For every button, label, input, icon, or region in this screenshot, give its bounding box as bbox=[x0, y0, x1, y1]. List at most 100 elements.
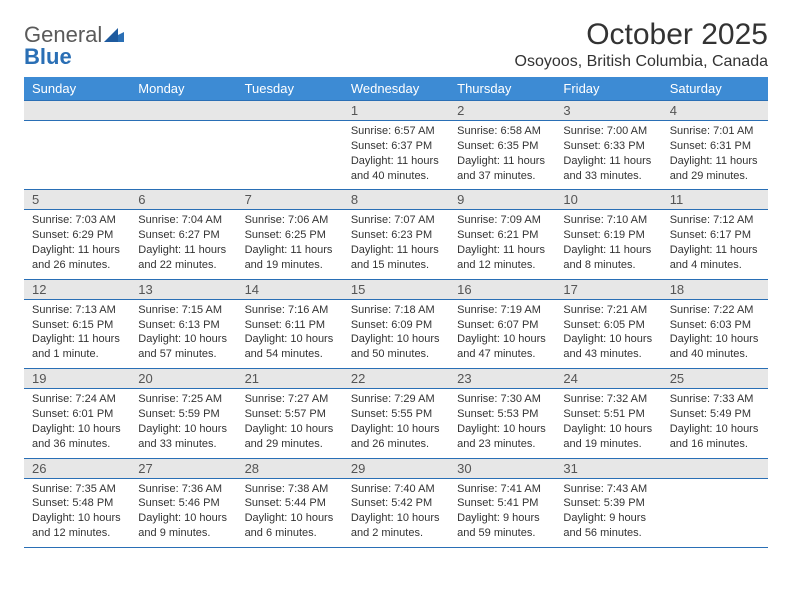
details-row: Sunrise: 7:13 AMSunset: 6:15 PMDaylight:… bbox=[24, 299, 768, 368]
sunset-text: Sunset: 5:48 PM bbox=[32, 496, 122, 511]
day-cell: Sunrise: 7:04 AMSunset: 6:27 PMDaylight:… bbox=[130, 210, 236, 279]
sunset-text: Sunset: 5:46 PM bbox=[138, 496, 228, 511]
day-number: 25 bbox=[662, 369, 768, 389]
day-number: 28 bbox=[237, 458, 343, 478]
sunset-text: Sunset: 6:05 PM bbox=[563, 318, 653, 333]
logo: General Blue bbox=[24, 18, 124, 68]
details-row: Sunrise: 6:57 AMSunset: 6:37 PMDaylight:… bbox=[24, 121, 768, 190]
day-number: 19 bbox=[24, 369, 130, 389]
day-header: Wednesday bbox=[343, 77, 449, 101]
day-number: 1 bbox=[343, 101, 449, 121]
day-number: 15 bbox=[343, 279, 449, 299]
day-number: 17 bbox=[555, 279, 661, 299]
sunrise-text: Sunrise: 7:27 AM bbox=[245, 392, 335, 407]
sunrise-text: Sunrise: 7:35 AM bbox=[32, 482, 122, 497]
logo-text-blue: Blue bbox=[24, 44, 72, 69]
sunrise-text: Sunrise: 7:01 AM bbox=[670, 124, 760, 139]
day-cell: Sunrise: 7:22 AMSunset: 6:03 PMDaylight:… bbox=[662, 299, 768, 368]
day-cell: Sunrise: 6:58 AMSunset: 6:35 PMDaylight:… bbox=[449, 121, 555, 190]
sunset-text: Sunset: 6:33 PM bbox=[563, 139, 653, 154]
day-number: 11 bbox=[662, 190, 768, 210]
daynum-row: 567891011 bbox=[24, 190, 768, 210]
sunrise-text: Sunrise: 7:43 AM bbox=[563, 482, 653, 497]
sunset-text: Sunset: 5:39 PM bbox=[563, 496, 653, 511]
day-header-row: Sunday Monday Tuesday Wednesday Thursday… bbox=[24, 77, 768, 101]
day-number bbox=[237, 101, 343, 121]
day-cell: Sunrise: 6:57 AMSunset: 6:37 PMDaylight:… bbox=[343, 121, 449, 190]
daylight-text: Daylight: 11 hours and 1 minute. bbox=[32, 332, 122, 362]
sunset-text: Sunset: 6:37 PM bbox=[351, 139, 441, 154]
daylight-text: Daylight: 10 hours and 6 minutes. bbox=[245, 511, 335, 541]
sunrise-text: Sunrise: 7:32 AM bbox=[563, 392, 653, 407]
sunrise-text: Sunrise: 7:33 AM bbox=[670, 392, 760, 407]
sunrise-text: Sunrise: 7:00 AM bbox=[563, 124, 653, 139]
daylight-text: Daylight: 11 hours and 12 minutes. bbox=[457, 243, 547, 273]
daylight-text: Daylight: 10 hours and 33 minutes. bbox=[138, 422, 228, 452]
daylight-text: Daylight: 11 hours and 19 minutes. bbox=[245, 243, 335, 273]
daylight-text: Daylight: 10 hours and 57 minutes. bbox=[138, 332, 228, 362]
day-cell: Sunrise: 7:18 AMSunset: 6:09 PMDaylight:… bbox=[343, 299, 449, 368]
sunset-text: Sunset: 5:42 PM bbox=[351, 496, 441, 511]
daylight-text: Daylight: 11 hours and 8 minutes. bbox=[563, 243, 653, 273]
sunset-text: Sunset: 5:51 PM bbox=[563, 407, 653, 422]
day-cell: Sunrise: 7:13 AMSunset: 6:15 PMDaylight:… bbox=[24, 299, 130, 368]
sunset-text: Sunset: 5:44 PM bbox=[245, 496, 335, 511]
sunset-text: Sunset: 6:03 PM bbox=[670, 318, 760, 333]
day-number bbox=[24, 101, 130, 121]
daylight-text: Daylight: 10 hours and 36 minutes. bbox=[32, 422, 122, 452]
day-cell: Sunrise: 7:29 AMSunset: 5:55 PMDaylight:… bbox=[343, 389, 449, 458]
daylight-text: Daylight: 9 hours and 59 minutes. bbox=[457, 511, 547, 541]
day-cell: Sunrise: 7:21 AMSunset: 6:05 PMDaylight:… bbox=[555, 299, 661, 368]
day-cell: Sunrise: 7:33 AMSunset: 5:49 PMDaylight:… bbox=[662, 389, 768, 458]
sunrise-text: Sunrise: 7:16 AM bbox=[245, 303, 335, 318]
day-number: 23 bbox=[449, 369, 555, 389]
daynum-row: 262728293031 bbox=[24, 458, 768, 478]
daylight-text: Daylight: 11 hours and 15 minutes. bbox=[351, 243, 441, 273]
day-number: 20 bbox=[130, 369, 236, 389]
day-header: Tuesday bbox=[237, 77, 343, 101]
daylight-text: Daylight: 10 hours and 19 minutes. bbox=[563, 422, 653, 452]
day-number: 29 bbox=[343, 458, 449, 478]
day-number: 8 bbox=[343, 190, 449, 210]
sunset-text: Sunset: 5:53 PM bbox=[457, 407, 547, 422]
day-header: Monday bbox=[130, 77, 236, 101]
day-cell: Sunrise: 7:40 AMSunset: 5:42 PMDaylight:… bbox=[343, 478, 449, 547]
sunrise-text: Sunrise: 7:06 AM bbox=[245, 213, 335, 228]
day-cell: Sunrise: 7:43 AMSunset: 5:39 PMDaylight:… bbox=[555, 478, 661, 547]
day-number: 7 bbox=[237, 190, 343, 210]
sunset-text: Sunset: 6:11 PM bbox=[245, 318, 335, 333]
day-number: 5 bbox=[24, 190, 130, 210]
sunset-text: Sunset: 6:13 PM bbox=[138, 318, 228, 333]
daylight-text: Daylight: 11 hours and 37 minutes. bbox=[457, 154, 547, 184]
sunset-text: Sunset: 6:27 PM bbox=[138, 228, 228, 243]
daylight-text: Daylight: 10 hours and 43 minutes. bbox=[563, 332, 653, 362]
daylight-text: Daylight: 11 hours and 4 minutes. bbox=[670, 243, 760, 273]
day-header: Friday bbox=[555, 77, 661, 101]
sunrise-text: Sunrise: 7:29 AM bbox=[351, 392, 441, 407]
day-number: 31 bbox=[555, 458, 661, 478]
logo-mark-icon bbox=[104, 24, 124, 46]
day-number: 18 bbox=[662, 279, 768, 299]
day-cell: Sunrise: 7:09 AMSunset: 6:21 PMDaylight:… bbox=[449, 210, 555, 279]
sunrise-text: Sunrise: 7:09 AM bbox=[457, 213, 547, 228]
sunrise-text: Sunrise: 7:10 AM bbox=[563, 213, 653, 228]
sunset-text: Sunset: 6:19 PM bbox=[563, 228, 653, 243]
sunrise-text: Sunrise: 7:41 AM bbox=[457, 482, 547, 497]
details-row: Sunrise: 7:35 AMSunset: 5:48 PM Daylight:… bbox=[24, 478, 768, 547]
day-cell: Sunrise: 7:19 AMSunset: 6:07 PMDaylight:… bbox=[449, 299, 555, 368]
sunset-text: Sunset: 6:09 PM bbox=[351, 318, 441, 333]
sunrise-text: Sunrise: 7:19 AM bbox=[457, 303, 547, 318]
day-number: 14 bbox=[237, 279, 343, 299]
day-header: Thursday bbox=[449, 77, 555, 101]
sunset-text: Sunset: 6:23 PM bbox=[351, 228, 441, 243]
day-cell: Sunrise: 7:24 AMSunset: 6:01 PMDaylight:… bbox=[24, 389, 130, 458]
day-number: 9 bbox=[449, 190, 555, 210]
details-row: Sunrise: 7:24 AMSunset: 6:01 PMDaylight:… bbox=[24, 389, 768, 458]
sunset-text: Sunset: 6:29 PM bbox=[32, 228, 122, 243]
sunrise-text: Sunrise: 6:58 AM bbox=[457, 124, 547, 139]
day-cell bbox=[662, 478, 768, 547]
calendar-table: Sunday Monday Tuesday Wednesday Thursday… bbox=[24, 77, 768, 548]
day-cell: Sunrise: 7:38 AMSunset: 5:44 PMDaylight:… bbox=[237, 478, 343, 547]
sunset-text: Sunset: 5:41 PM bbox=[457, 496, 547, 511]
day-cell: Sunrise: 7:15 AMSunset: 6:13 PMDaylight:… bbox=[130, 299, 236, 368]
